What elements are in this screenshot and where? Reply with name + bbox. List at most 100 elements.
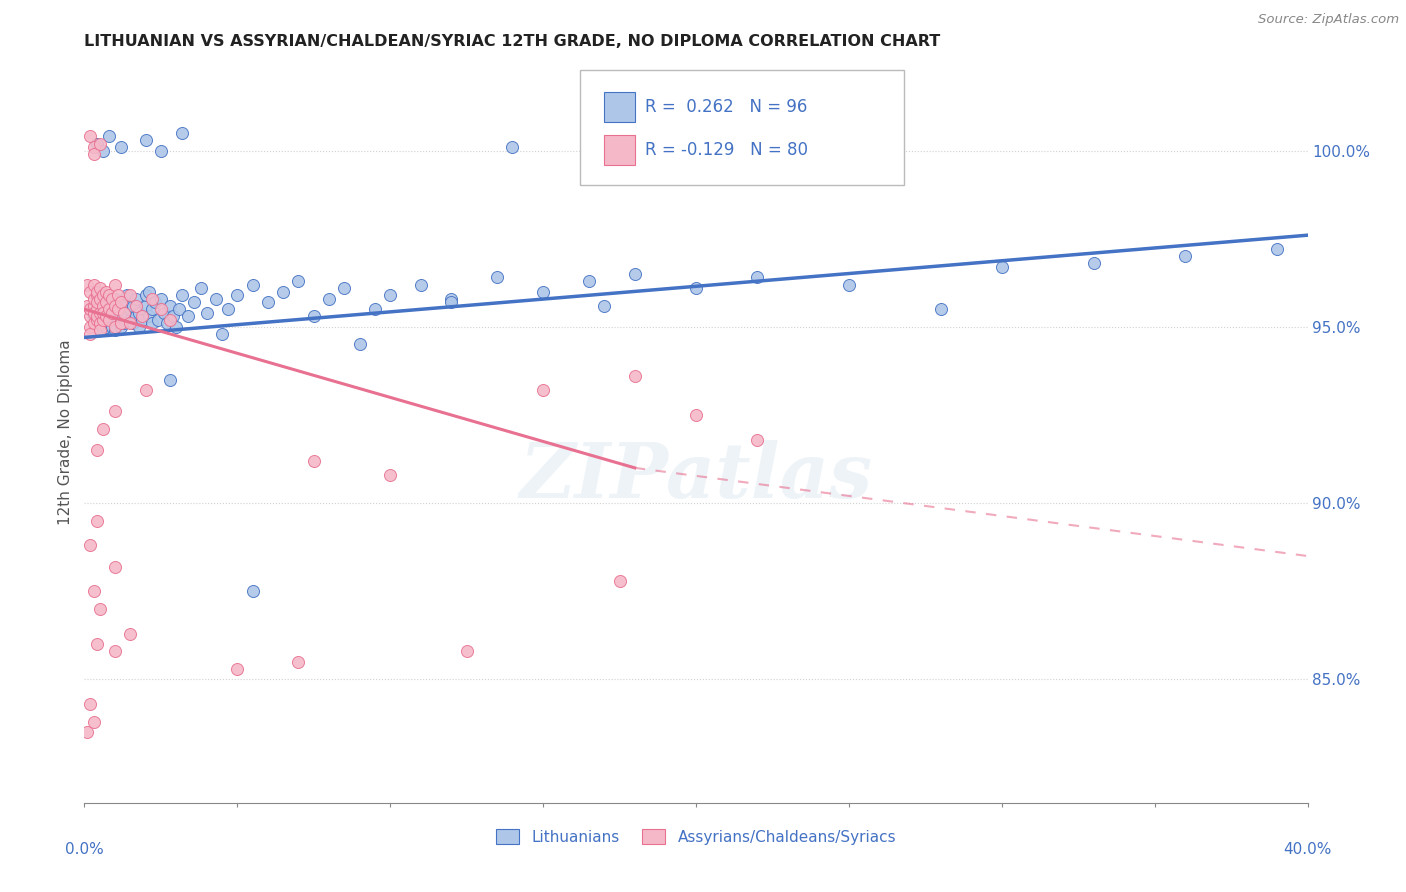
- Point: [86, 310, 108, 324]
- Point: [83, 277, 105, 292]
- Point: [141, 316, 163, 330]
- Point: [1083, 256, 1105, 270]
- Point: [97, 310, 120, 324]
- Point: [86, 136, 108, 151]
- Point: [120, 316, 142, 330]
- Point: [110, 140, 132, 154]
- Point: [593, 299, 616, 313]
- Point: [83, 147, 105, 161]
- Point: [97, 288, 120, 302]
- Point: [86, 302, 108, 317]
- Point: [104, 302, 127, 317]
- Point: [91, 323, 114, 337]
- Point: [104, 559, 127, 574]
- Point: [138, 285, 160, 299]
- Point: [97, 313, 120, 327]
- Point: [94, 285, 117, 299]
- Point: [122, 299, 145, 313]
- Point: [364, 302, 387, 317]
- Point: [747, 433, 769, 447]
- Point: [153, 306, 176, 320]
- Point: [685, 408, 707, 422]
- Point: [79, 310, 101, 324]
- Point: [120, 626, 142, 640]
- Point: [159, 313, 181, 327]
- Point: [89, 136, 111, 151]
- Point: [101, 306, 124, 320]
- Point: [120, 288, 142, 302]
- Point: [120, 302, 142, 317]
- Point: [83, 292, 105, 306]
- Point: [76, 299, 98, 313]
- Point: [183, 295, 205, 310]
- Point: [177, 310, 200, 324]
- Point: [624, 369, 647, 384]
- Point: [141, 302, 163, 317]
- Point: [172, 288, 194, 302]
- Point: [83, 140, 105, 154]
- Point: [97, 302, 120, 317]
- Point: [217, 302, 239, 317]
- Text: Source: ZipAtlas.com: Source: ZipAtlas.com: [1258, 13, 1399, 27]
- Point: [86, 514, 108, 528]
- Point: [149, 292, 172, 306]
- Point: [165, 319, 187, 334]
- Point: [128, 319, 150, 334]
- Point: [838, 277, 860, 292]
- Point: [101, 319, 124, 334]
- Point: [94, 319, 117, 334]
- Text: R =  0.262   N = 96: R = 0.262 N = 96: [644, 98, 807, 116]
- Point: [149, 144, 172, 158]
- Point: [86, 313, 108, 327]
- Point: [104, 299, 127, 313]
- Point: [125, 299, 148, 313]
- Point: [747, 270, 769, 285]
- Point: [1174, 249, 1197, 263]
- Point: [97, 316, 120, 330]
- Point: [287, 274, 309, 288]
- Point: [156, 316, 179, 330]
- Point: [1265, 242, 1288, 256]
- Point: [86, 285, 108, 299]
- Point: [79, 538, 101, 552]
- Point: [135, 384, 157, 398]
- Point: [125, 292, 148, 306]
- Point: [104, 323, 127, 337]
- Text: LITHUANIAN VS ASSYRIAN/CHALDEAN/SYRIAC 12TH GRADE, NO DIPLOMA CORRELATION CHART: LITHUANIAN VS ASSYRIAN/CHALDEAN/SYRIAC 1…: [84, 34, 941, 49]
- Point: [115, 288, 138, 302]
- Point: [440, 292, 463, 306]
- Point: [110, 316, 132, 330]
- Point: [107, 288, 129, 302]
- Point: [456, 644, 478, 658]
- Point: [318, 292, 340, 306]
- Point: [159, 373, 181, 387]
- Point: [141, 292, 163, 306]
- Point: [146, 313, 169, 327]
- Point: [91, 313, 114, 327]
- Point: [128, 306, 150, 320]
- Point: [991, 260, 1014, 274]
- Point: [624, 267, 647, 281]
- Point: [380, 288, 402, 302]
- Point: [107, 302, 129, 317]
- Point: [685, 281, 707, 295]
- Point: [79, 285, 101, 299]
- Point: [578, 274, 600, 288]
- Point: [91, 306, 114, 320]
- Point: [89, 306, 111, 320]
- Point: [226, 288, 249, 302]
- Point: [104, 404, 127, 418]
- Point: [131, 313, 153, 327]
- Point: [190, 281, 212, 295]
- Point: [257, 295, 280, 310]
- Point: [83, 306, 105, 320]
- Point: [271, 285, 294, 299]
- Point: [79, 319, 101, 334]
- Point: [89, 306, 111, 320]
- Point: [716, 133, 738, 147]
- Point: [101, 292, 124, 306]
- Point: [86, 299, 108, 313]
- Point: [104, 292, 127, 306]
- Point: [162, 310, 184, 324]
- Point: [115, 310, 138, 324]
